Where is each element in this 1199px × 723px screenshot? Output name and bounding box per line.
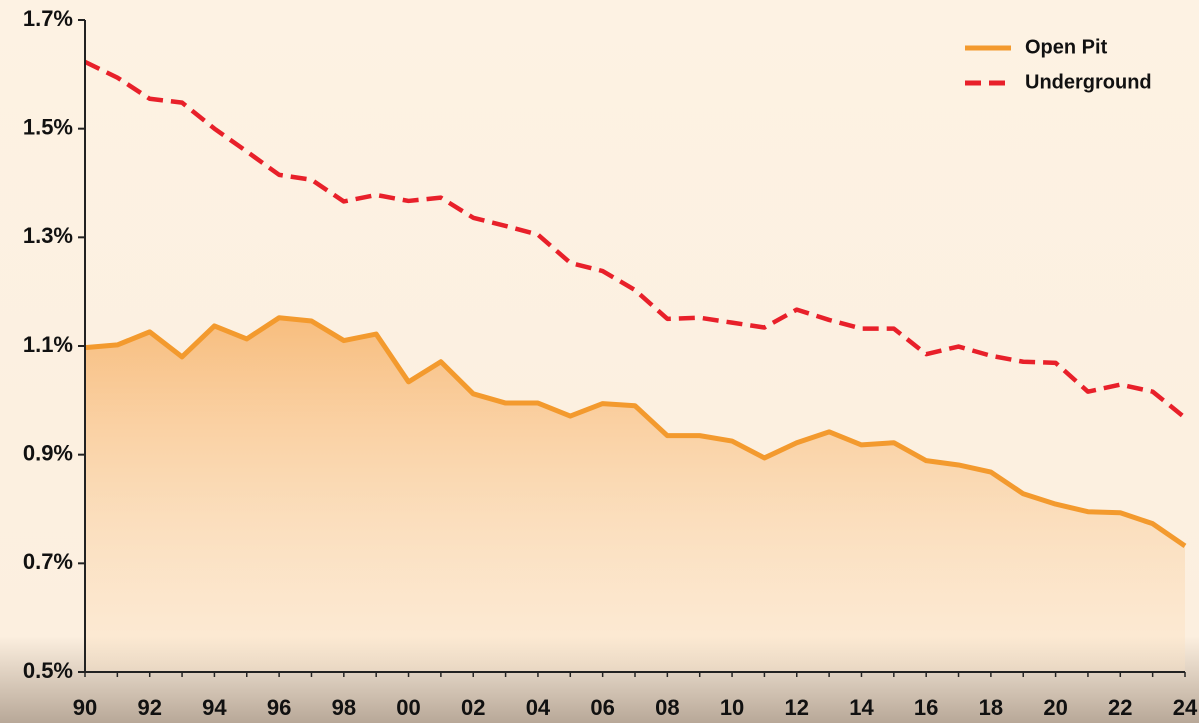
x-tick-label: 14 (849, 695, 874, 720)
legend-label: Underground (1025, 71, 1152, 93)
x-tick-label: 12 (785, 695, 809, 720)
legend-label: Open Pit (1025, 36, 1108, 58)
y-tick-label: 1.1% (23, 332, 73, 357)
x-tick-label: 04 (526, 695, 551, 720)
y-tick-label: 1.3% (23, 223, 73, 248)
y-tick-label: 1.7% (23, 6, 73, 31)
chart: 0.5% 0.7% 0.9% 1.1% 1.3% 1.5% 1.7% 90 92 94 96 98 00… (0, 0, 1199, 723)
x-tick-label: 16 (914, 695, 938, 720)
x-tick-label: 00 (396, 695, 420, 720)
x-tick-label: 02 (461, 695, 485, 720)
y-tick-label: 0.9% (23, 440, 73, 465)
x-tick-label: 98 (332, 695, 356, 720)
x-tick-label: 20 (1043, 695, 1067, 720)
x-tick-label: 96 (267, 695, 291, 720)
y-tick-label: 0.5% (23, 658, 73, 683)
page: {"chart_data": { "type": "line", "catego… (0, 0, 1199, 723)
x-tick-label: 10 (720, 695, 744, 720)
x-tick-label: 92 (137, 695, 161, 720)
y-tick-label: 0.7% (23, 549, 73, 574)
x-tick-label: 94 (202, 695, 227, 720)
x-tick-label: 90 (73, 695, 97, 720)
x-tick-label: 08 (655, 695, 679, 720)
x-tick-label: 06 (590, 695, 614, 720)
x-tick-label: 22 (1108, 695, 1132, 720)
x-tick-label: 18 (979, 695, 1003, 720)
y-tick-label: 1.5% (23, 114, 73, 139)
x-tick-label: 24 (1173, 695, 1198, 720)
